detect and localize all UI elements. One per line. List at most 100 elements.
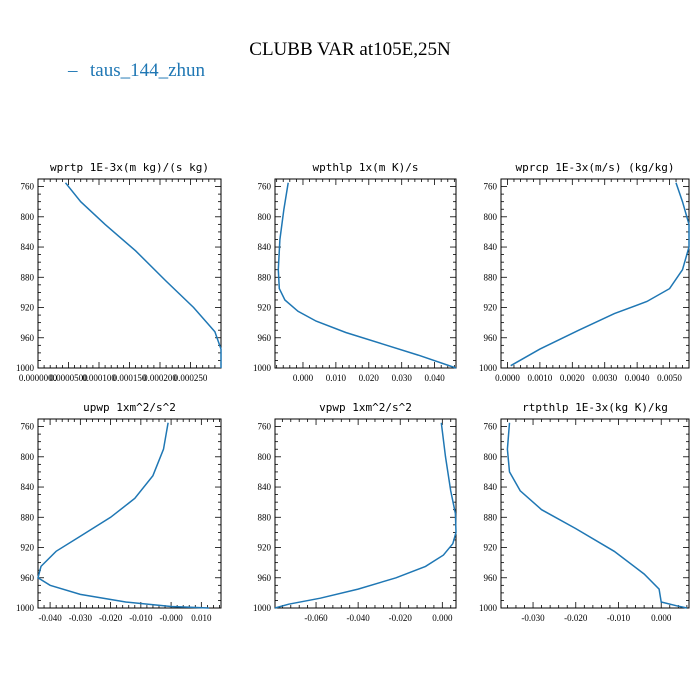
series-line xyxy=(64,182,222,368)
y-tick-label: 840 xyxy=(258,242,272,252)
panel-title: wprtp 1E-3x(m kg)/(s kg) xyxy=(50,161,209,174)
plot-frame xyxy=(274,178,457,369)
y-tick-label: 960 xyxy=(21,573,35,583)
x-tick-label: 0.000 xyxy=(432,613,453,623)
y-tick-label: 1000 xyxy=(16,363,35,373)
x-tick-label: -0.040 xyxy=(38,613,62,623)
x-tick-label: 0.0020 xyxy=(560,373,585,383)
legend: – taus_144_zhun xyxy=(67,60,206,81)
panel-4: upwp 1xm^2/s^27608008408809209601000-0.0… xyxy=(16,401,222,623)
y-tick-label: 760 xyxy=(484,182,498,192)
y-tick-label: 1000 xyxy=(253,603,272,613)
x-tick-label: 0.0030 xyxy=(592,373,617,383)
y-tick-label: 800 xyxy=(21,452,35,462)
x-tick-label: 0.000150 xyxy=(113,373,147,383)
x-tick-label: 0.000 xyxy=(293,373,314,383)
series-line xyxy=(277,182,457,369)
y-tick-label: 1000 xyxy=(16,603,35,613)
y-tick-label: 840 xyxy=(21,242,35,252)
legend-marker: – xyxy=(67,60,78,81)
x-tick-label: -0.020 xyxy=(564,613,588,623)
y-tick-label: 760 xyxy=(258,422,272,432)
panel-title: wpthlp 1x(m K)/s xyxy=(313,161,419,174)
y-tick-label: 880 xyxy=(484,272,498,282)
panel-title: wprcp 1E-3x(m/s) (kg/kg) xyxy=(516,161,675,174)
series-line xyxy=(510,182,690,367)
x-tick-label: 0.0040 xyxy=(625,373,650,383)
y-tick-label: 920 xyxy=(258,543,272,553)
panels-group: wprtp 1E-3x(m kg)/(s kg) 760 800 840 880 920 9… xyxy=(16,161,690,623)
x-tick-label: -0.010 xyxy=(607,613,631,623)
y-tick-label: 960 xyxy=(258,573,272,583)
x-tick-label: 0.000250 xyxy=(174,373,208,383)
y-tick-label: 920 xyxy=(484,303,498,313)
y-tick-label: 800 xyxy=(484,452,498,462)
panel-1: wprtp 1E-3x(m kg)/(s kg) 760 800 840 880 920 9… xyxy=(16,161,222,383)
y-tick-label: 760 xyxy=(484,422,498,432)
x-tick-label: -0.010 xyxy=(129,613,153,623)
y-tick-label: 960 xyxy=(21,333,35,343)
plot-frame xyxy=(500,418,690,609)
legend-label: taus_144_zhun xyxy=(90,60,206,81)
x-tick-label: -0.000 xyxy=(159,613,183,623)
panel-title: vpwp 1xm^2/s^2 xyxy=(319,401,412,414)
panel-5: vpwp 1xm^2/s^2 760 800 840 880 920 960 1000 -0.0… xyxy=(253,401,457,623)
y-tick-label: 840 xyxy=(21,482,35,492)
y-tick-label: 920 xyxy=(21,303,35,313)
x-tick-label: -0.040 xyxy=(347,613,371,623)
x-tick-label: 0.0010 xyxy=(528,373,553,383)
y-tick-label: 800 xyxy=(258,452,272,462)
y-tick-label: 800 xyxy=(21,212,35,222)
y-tick-label: 880 xyxy=(258,272,272,282)
y-tick-label: 840 xyxy=(484,482,498,492)
x-tick-label: -0.020 xyxy=(389,613,413,623)
y-tick-label: 1000 xyxy=(479,603,498,613)
y-tick-label: 920 xyxy=(484,543,498,553)
y-tick-label: 1000 xyxy=(479,363,498,373)
x-tick-label: 0.030 xyxy=(392,373,413,383)
y-tick-label: 960 xyxy=(258,333,272,343)
y-tick-label: 880 xyxy=(21,512,35,522)
x-tick-label: 0.010 xyxy=(191,613,212,623)
x-tick-label: 0.0000 xyxy=(495,373,520,383)
plot-frame xyxy=(37,178,222,369)
panel-3: wprcp 1E-3x(m/s) (kg/kg) 760 800 840 880 920 9… xyxy=(479,161,690,383)
x-tick-label: 0.000100 xyxy=(82,373,116,383)
y-tick-label: 960 xyxy=(484,573,498,583)
plot-frame xyxy=(500,178,690,369)
x-tick-label: -0.020 xyxy=(99,613,123,623)
y-tick-label: 920 xyxy=(258,303,272,313)
y-tick-label: 880 xyxy=(258,512,272,522)
y-tick-label: 1000 xyxy=(253,363,272,373)
plot-frame xyxy=(274,418,457,609)
figure-title: CLUBB VAR at105E,25N xyxy=(249,39,451,60)
x-tick-label: 0.020 xyxy=(359,373,380,383)
y-tick-label: 760 xyxy=(21,422,35,432)
y-tick-label: 840 xyxy=(484,242,498,252)
x-tick-label: 0.0000500 xyxy=(49,373,88,383)
series-line xyxy=(37,422,209,609)
y-tick-label: 800 xyxy=(484,212,498,222)
panel-2: wpthlp 1x(m K)/s 760 800 840 880 920 960 1000 0.… xyxy=(253,161,457,383)
y-tick-label: 880 xyxy=(484,512,498,522)
x-tick-label: -0.030 xyxy=(521,613,545,623)
x-tick-label: 0.0000000 xyxy=(19,373,58,383)
y-tick-label: 920 xyxy=(21,543,35,553)
y-tick-label: 960 xyxy=(484,333,498,343)
x-tick-label: -0.030 xyxy=(69,613,93,623)
y-tick-label: 840 xyxy=(258,482,272,492)
x-tick-label: 0.0050 xyxy=(657,373,682,383)
x-tick-label: -0.060 xyxy=(304,613,328,623)
y-tick-label: 800 xyxy=(258,212,272,222)
x-tick-label: 0.010 xyxy=(326,373,347,383)
y-tick-label: 880 xyxy=(21,272,35,282)
x-tick-label: 0.000 xyxy=(651,613,672,623)
series-line xyxy=(274,422,457,609)
y-tick-label: 760 xyxy=(258,182,272,192)
panel-title: rtpthlp 1E-3x(kg K)/kg xyxy=(522,401,668,414)
x-tick-label: 0.000200 xyxy=(143,373,177,383)
series-line xyxy=(506,422,688,609)
panel-6: rtpthlp 1E-3x(kg K)/kg 760 800 840 880 920 960… xyxy=(479,401,690,623)
x-tick-label: 0.040 xyxy=(424,373,445,383)
